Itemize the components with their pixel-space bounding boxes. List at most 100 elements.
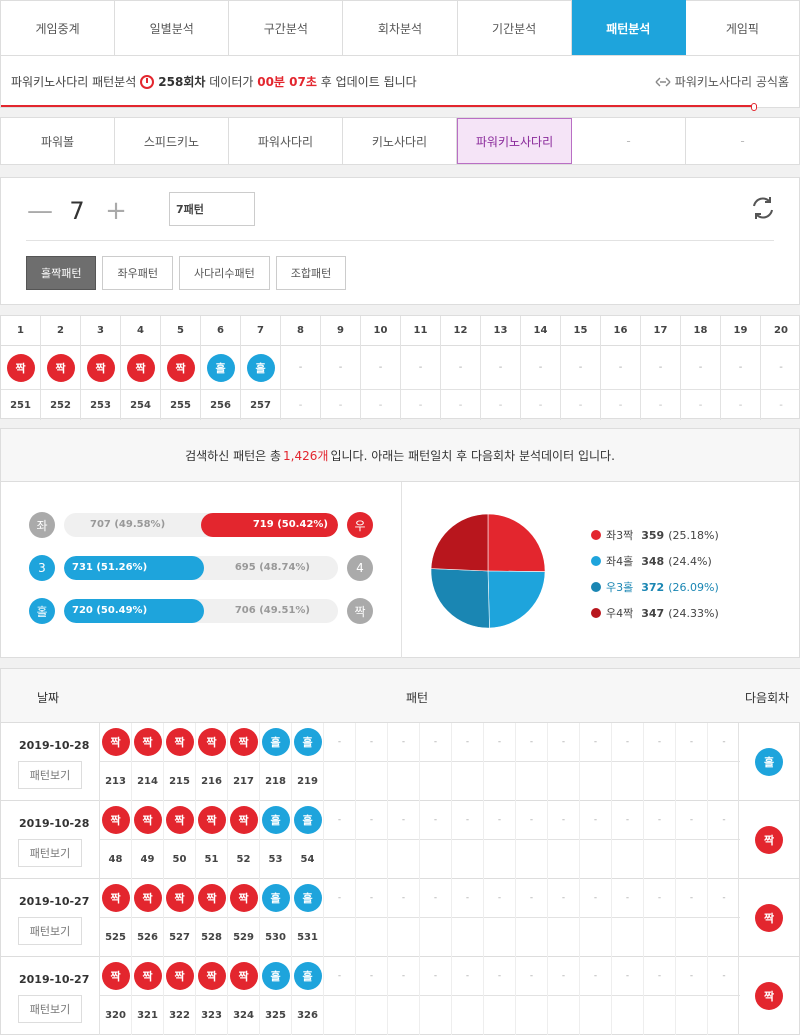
- history-cell: -: [548, 957, 580, 1035]
- history-ball-cell: -: [580, 723, 611, 762]
- history-round-cell: [644, 918, 675, 957]
- result-ball: 짝: [229, 884, 258, 912]
- history-cell: -: [516, 723, 548, 801]
- main-tab[interactable]: 게임중계: [0, 0, 116, 55]
- info-text1: 데이터가: [209, 75, 254, 89]
- minus-button[interactable]: —: [27, 196, 53, 226]
- result-ball: 홀: [261, 962, 290, 990]
- history-cell: -: [388, 957, 420, 1035]
- grid-ball-cell: 짝: [81, 346, 120, 390]
- history-ball-cell: -: [676, 879, 707, 918]
- history-ball-cell: 짝: [100, 879, 131, 918]
- history-round-cell: [516, 996, 547, 1035]
- pattern-length-stepper: — 7 +: [27, 196, 127, 226]
- history-round-cell: 323: [201, 1010, 222, 1021]
- plus-button[interactable]: +: [105, 196, 127, 226]
- history-cell: 짝 49: [132, 801, 164, 879]
- main-tab[interactable]: 기간분석: [457, 0, 572, 55]
- empty-mark: -: [657, 815, 662, 825]
- result-ball: 짝: [6, 353, 35, 382]
- history-ball-cell: 홀: [260, 879, 291, 918]
- pattern-type-button[interactable]: 좌우패턴: [102, 256, 173, 290]
- game-tab[interactable]: 스피드키노: [115, 118, 229, 164]
- history-pattern-cells: 짝 320 짝 321 짝 322 짝 323 짝 324 홀 325 홀 326 - - - - - - - - - - - -…: [99, 957, 740, 1035]
- game-tab[interactable]: -: [572, 118, 686, 164]
- game-tab[interactable]: 파워키노사다리: [457, 118, 572, 164]
- left-icon: 좌: [29, 512, 55, 538]
- empty-mark: -: [689, 737, 694, 747]
- empty-mark: -: [779, 362, 783, 373]
- pattern-type-button[interactable]: 홀짝패턴: [26, 256, 97, 290]
- grid-round: -: [738, 399, 743, 411]
- legend-item: 좌3짝 359 (25.18%): [591, 522, 719, 548]
- history-round-cell: [644, 996, 675, 1035]
- result-ball: 짝: [197, 806, 226, 834]
- result-ball: 홀: [293, 884, 322, 912]
- empty-mark: -: [433, 971, 438, 981]
- grid-column: 14 - -: [521, 316, 561, 420]
- legend-dot: [591, 608, 601, 618]
- history-ball-cell: 짝: [132, 957, 163, 996]
- grid-ball-cell: -: [521, 346, 560, 390]
- summary-count: 1,426개: [283, 448, 329, 463]
- history-cell: -: [452, 957, 484, 1035]
- view-pattern-button[interactable]: 패턴보기: [18, 917, 82, 945]
- history-ball-cell: -: [420, 879, 451, 918]
- main-tab[interactable]: 일별분석: [115, 0, 230, 55]
- main-tab[interactable]: 게임픽: [685, 0, 800, 55]
- empty-mark: -: [625, 815, 630, 825]
- official-link[interactable]: 파워키노사다리 공식홈: [655, 73, 789, 90]
- view-pattern-button[interactable]: 패턴보기: [18, 995, 82, 1023]
- history-cell: -: [484, 723, 516, 801]
- bar-track: 707 (49.58%) 719 (50.42%): [64, 513, 338, 537]
- main-tab[interactable]: 패턴분석: [571, 0, 686, 55]
- pattern-select[interactable]: [169, 192, 255, 226]
- grid-column: 5 짝 255: [161, 316, 201, 420]
- history-round-cell: [516, 918, 547, 957]
- history-ball-cell: -: [676, 723, 707, 762]
- history-ball-cell: 짝: [196, 957, 227, 996]
- history-cell: -: [548, 723, 580, 801]
- history-round-cell: [452, 996, 483, 1035]
- grid-round: -: [618, 399, 623, 411]
- legend-value: 359: [641, 528, 665, 542]
- grid-ball-cell: 짝: [41, 346, 80, 390]
- history-ball-cell: 짝: [132, 801, 163, 840]
- history-ball-cell: 홀: [292, 723, 323, 762]
- legend-value: 347: [641, 606, 665, 620]
- history-ball-cell: -: [388, 723, 419, 762]
- history-date: 2019-10-28: [19, 739, 90, 752]
- grid-ball-cell: 짝: [1, 346, 40, 390]
- grid-ball-cell: 홀: [201, 346, 240, 390]
- game-tab[interactable]: 파워사다리: [229, 118, 343, 164]
- main-tab[interactable]: 회차분석: [343, 0, 458, 55]
- game-tab[interactable]: 키노사다리: [343, 118, 457, 164]
- game-tab[interactable]: 파워볼: [1, 118, 115, 164]
- empty-mark: -: [593, 971, 598, 981]
- empty-mark: -: [433, 893, 438, 903]
- history-cell: 짝 213: [100, 723, 132, 801]
- history-ball-cell: -: [324, 723, 355, 762]
- history-cell: -: [388, 801, 420, 879]
- history-cell: -: [484, 879, 516, 957]
- pattern-type-button[interactable]: 조합패턴: [275, 256, 347, 290]
- empty-mark: -: [401, 893, 406, 903]
- refresh-icon[interactable]: [749, 194, 777, 222]
- history-ball-cell: 짝: [228, 879, 259, 918]
- history-round-cell: [420, 840, 451, 879]
- grid-ball-cell: 짝: [121, 346, 160, 390]
- history-round-cell: [324, 840, 355, 879]
- left-icon: 3: [29, 555, 55, 581]
- view-pattern-button[interactable]: 패턴보기: [18, 839, 82, 867]
- main-tab[interactable]: 구간분석: [229, 0, 344, 55]
- right-icon: 4: [347, 555, 373, 581]
- view-pattern-button[interactable]: 패턴보기: [18, 761, 82, 789]
- game-tab[interactable]: -: [740, 134, 745, 148]
- history-cell: 짝 320: [100, 957, 132, 1035]
- history-cell: -: [548, 879, 580, 957]
- empty-mark: -: [578, 362, 583, 373]
- history-cell: -: [452, 879, 484, 957]
- history-cell: 홀 54: [292, 801, 324, 879]
- pattern-type-button[interactable]: 사다리수패턴: [178, 256, 270, 290]
